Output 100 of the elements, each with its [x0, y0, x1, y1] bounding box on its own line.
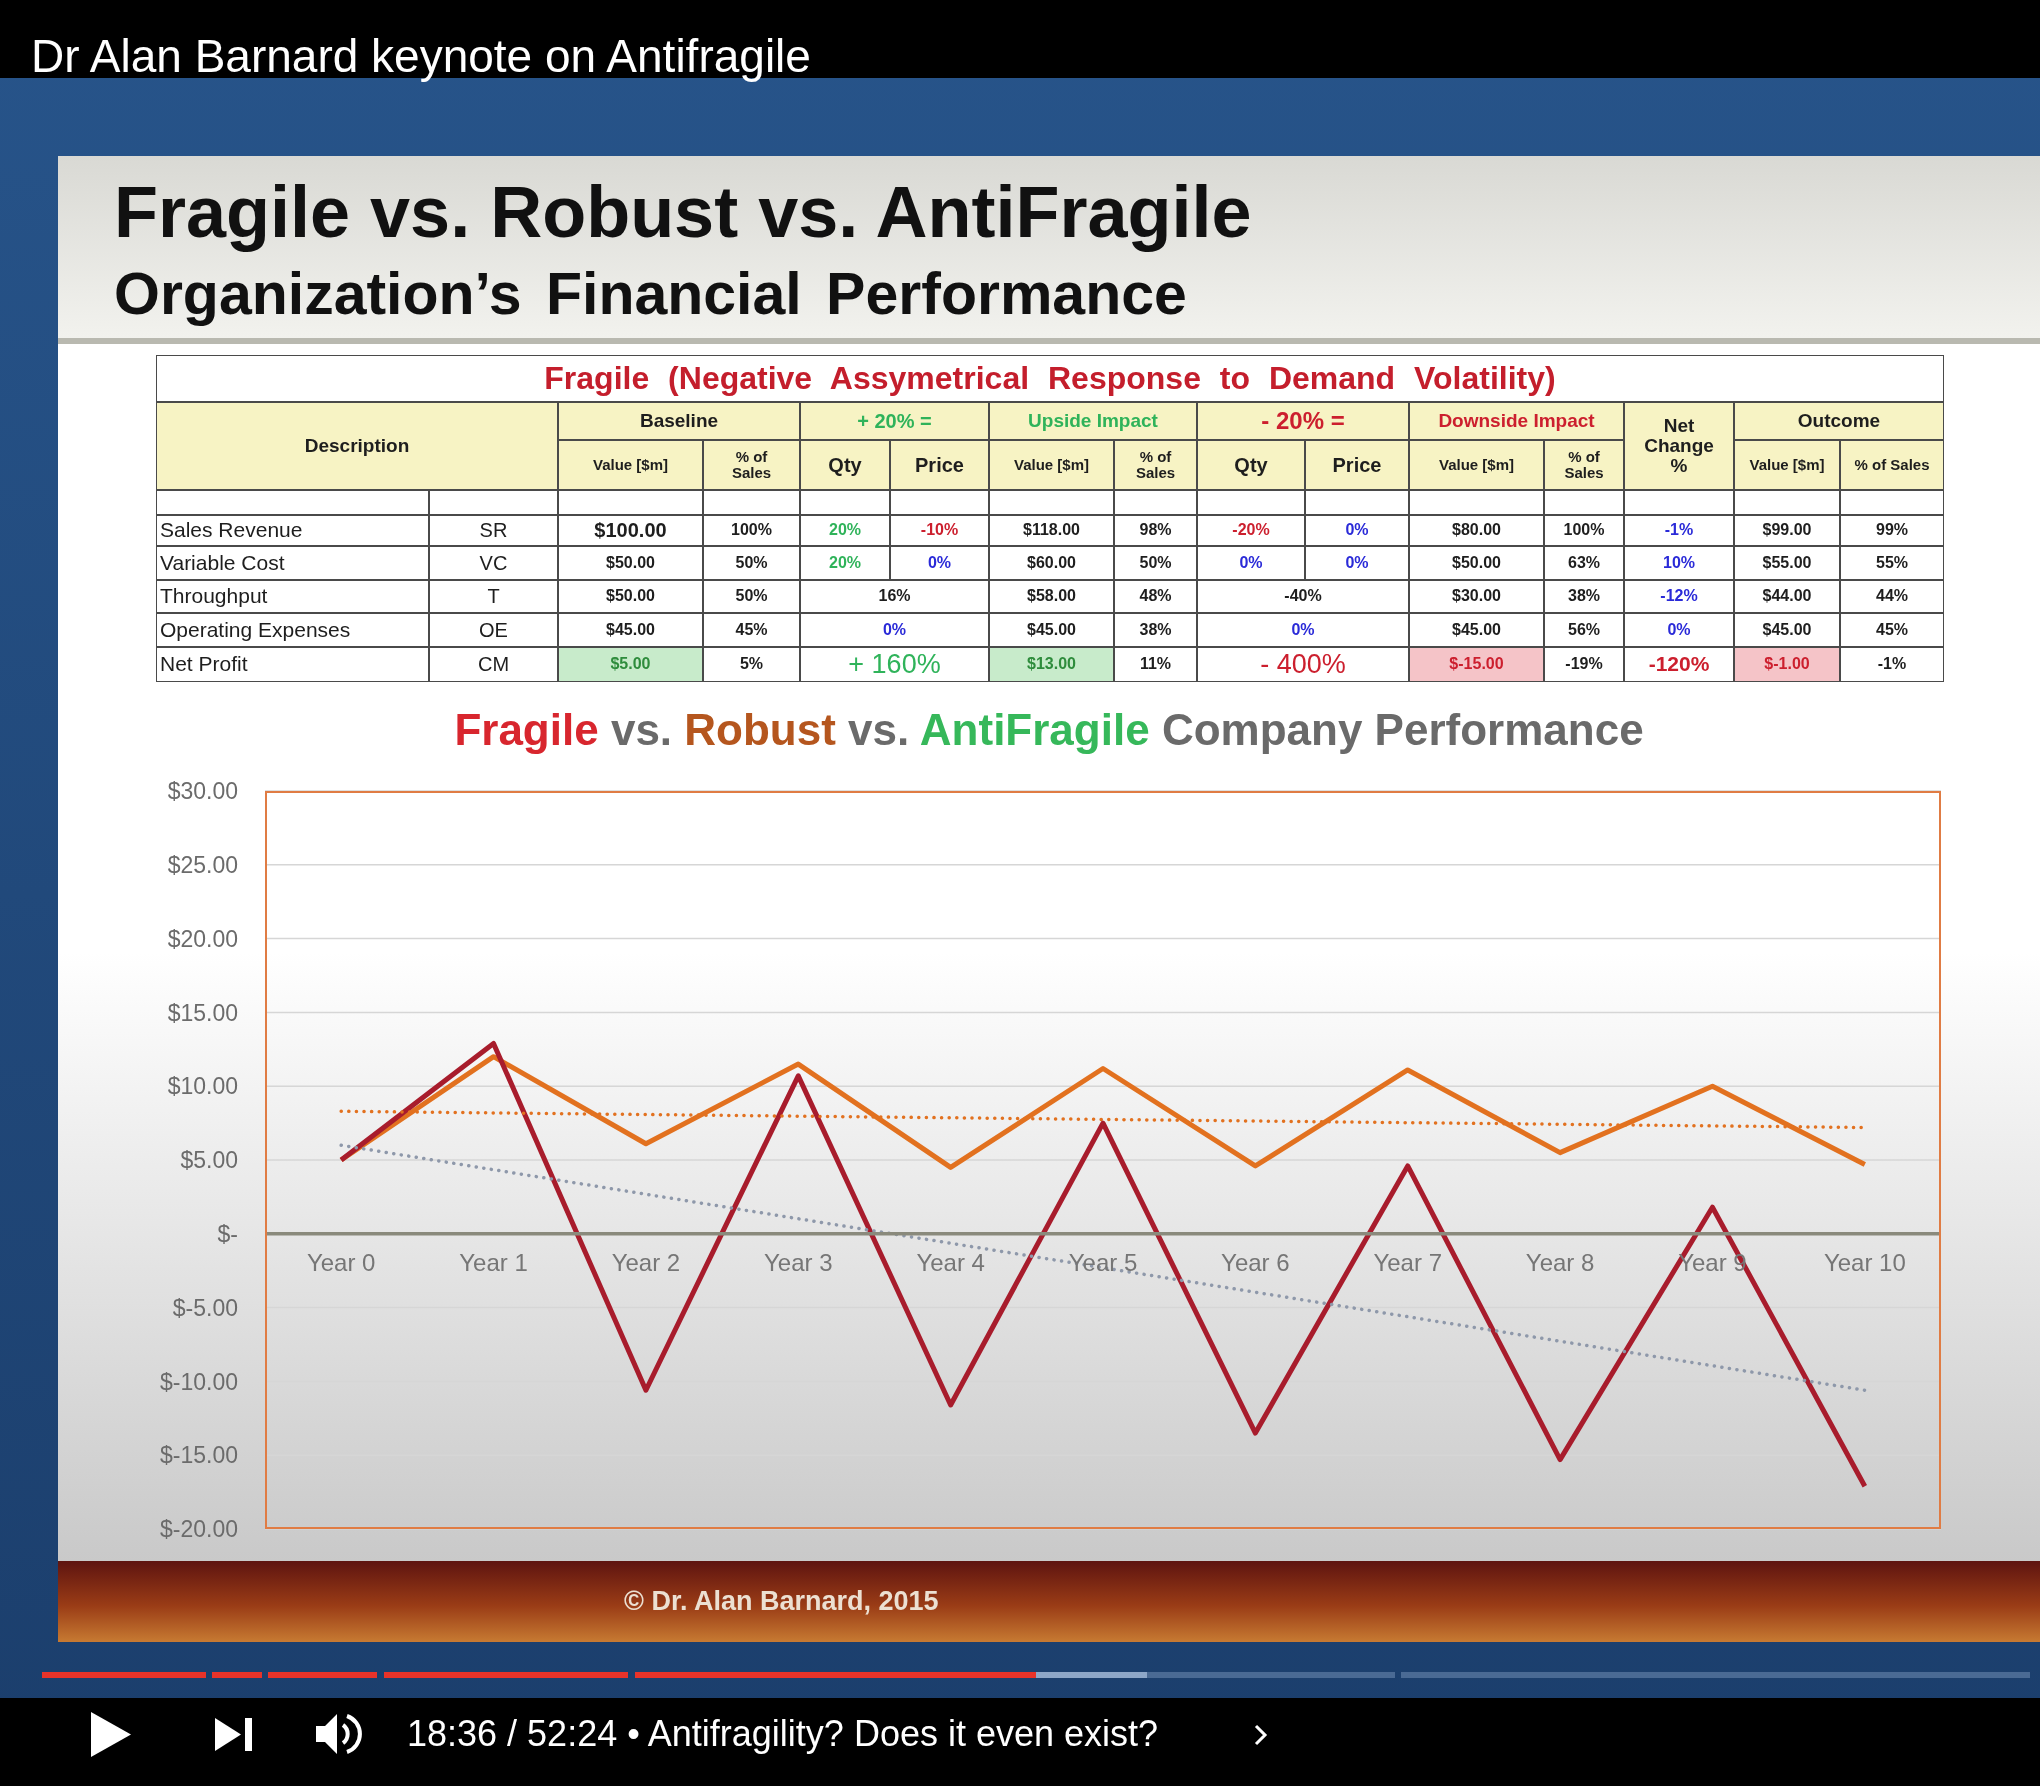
text: 100% [731, 521, 772, 539]
y-tick-label: $- [217, 1220, 238, 1247]
text: 5% [739, 655, 764, 673]
text: 18:36 / 52:24 • Antifragility? Does it even exist? [407, 1713, 1159, 1754]
text: $50.00 [606, 553, 655, 571]
text: CM [477, 653, 510, 675]
x-tick-label: Year 7 [1373, 1249, 1442, 1277]
text: Qty [828, 453, 862, 476]
text: $-1.00 [1764, 655, 1810, 673]
text: $13.00 [1027, 655, 1076, 673]
text: 0% [1667, 620, 1691, 638]
text: Downside Impact [1438, 410, 1595, 432]
text: Value [$m] [592, 456, 669, 474]
text: 98% [1139, 521, 1172, 539]
x-tick-label: Year 0 [306, 1249, 376, 1277]
y-tick-label: $5.00 [180, 1147, 238, 1174]
text: 0% [1345, 521, 1369, 539]
text: Baseline [639, 410, 719, 432]
text: $60.00 [1027, 553, 1076, 571]
text: 63% [1567, 553, 1601, 571]
text: 50% [735, 553, 768, 571]
text: % of Sales [731, 448, 772, 481]
text: Fragile vs. Robust vs. AntiFragile [114, 172, 1252, 252]
text: 44% [1875, 587, 1909, 605]
text: T [487, 585, 500, 607]
text: -20% [1232, 521, 1270, 539]
text: 50% [1139, 553, 1172, 571]
text: 45% [1875, 620, 1909, 638]
text: Value [$m] [1438, 456, 1515, 474]
text: 45% [735, 620, 768, 638]
text: $100.00 [594, 519, 667, 541]
text: -120% [1648, 652, 1710, 676]
text: VC [479, 551, 508, 574]
text: -40% [1284, 587, 1322, 605]
y-tick-label: $15.00 [167, 999, 238, 1026]
text: $45.00 [1452, 620, 1501, 638]
text: -1% [1877, 655, 1907, 673]
text: + 20% = [857, 409, 932, 432]
text: © Dr. Alan Barnard, 2015 [624, 1586, 939, 1616]
text: $50.00 [1452, 553, 1501, 571]
text: SR [479, 519, 508, 541]
text: $30.00 [1452, 587, 1501, 605]
x-tick-label: Year 8 [1525, 1249, 1595, 1277]
text: Net Profit [160, 652, 248, 676]
text: $58.00 [1027, 587, 1076, 605]
y-tick-label: $10.00 [167, 1073, 238, 1100]
text: $45.00 [606, 620, 655, 638]
text: 48% [1139, 587, 1172, 605]
y-tick-label: $-10.00 [159, 1368, 238, 1395]
text: 56% [1567, 620, 1601, 638]
text: $5.00 [610, 655, 651, 673]
text: - 400% [1260, 649, 1346, 680]
text: - 20% = [1261, 407, 1345, 435]
text: Dr Alan Barnard keynote on Antifragile [31, 30, 811, 82]
text: Sales Revenue [160, 518, 303, 542]
y-tick-label: $25.00 [167, 851, 238, 878]
x-tick-label: Year 4 [916, 1249, 985, 1277]
chart-title: Fragile vs. Robust vs. AntiFragile Company Performance [454, 705, 1644, 754]
text: 0% [882, 620, 907, 638]
text: Organization’s Financial Performance [114, 261, 1187, 327]
y-tick-label: $30.00 [167, 778, 238, 805]
text: % of Sales [1135, 448, 1176, 481]
text: $-15.00 [1449, 655, 1504, 673]
text: 11% [1139, 655, 1172, 673]
text: 20% [828, 553, 862, 571]
x-tick-label: Year 5 [1068, 1249, 1138, 1277]
text: Price [1332, 453, 1382, 476]
text: 0% [1291, 620, 1315, 638]
text: + 160% [848, 649, 941, 680]
x-tick-label: Year 2 [611, 1249, 681, 1277]
text: Qty [1234, 453, 1268, 476]
text: 16% [878, 587, 911, 605]
x-tick-label: Year 1 [459, 1249, 528, 1277]
x-tick-label: Year 3 [764, 1249, 833, 1277]
text: Fragile (Negative Assymetrical Response to Demand Volatility) [544, 360, 1556, 397]
y-tick-label: $20.00 [167, 925, 238, 952]
text: $80.00 [1452, 521, 1501, 539]
text: $45.00 [1762, 620, 1812, 638]
text: -10% [920, 521, 959, 539]
text: Description [304, 435, 410, 457]
text: $50.00 [606, 587, 655, 605]
y-tick-label: $-5.00 [172, 1294, 238, 1321]
text: 38% [1567, 587, 1601, 605]
text: -1% [1664, 521, 1694, 539]
text: Upside Impact [1028, 410, 1158, 432]
text: 0% [1345, 553, 1369, 571]
text: Value [$m] [1013, 456, 1090, 474]
text: Outcome [1797, 410, 1881, 432]
text: Throughput [160, 584, 268, 608]
text: 99% [1875, 521, 1909, 539]
text: OE [479, 618, 508, 641]
x-tick-label: Year 10 [1823, 1249, 1906, 1277]
text: -12% [1660, 587, 1698, 605]
text: Net Change % [1644, 415, 1714, 476]
text: % of Sales [1854, 456, 1930, 474]
text: 10% [1662, 553, 1696, 571]
text: Operating Expenses [160, 617, 351, 641]
text: $55.00 [1762, 553, 1812, 571]
text: $99.00 [1762, 521, 1812, 539]
text: Value [$m] [1749, 456, 1825, 474]
